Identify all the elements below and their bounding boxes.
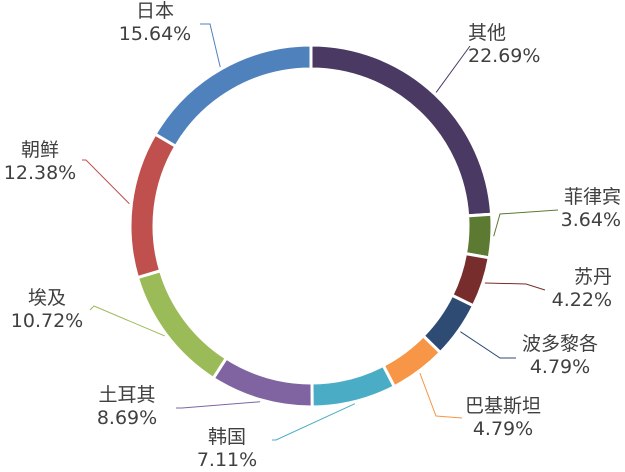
slice-percent: 7.11% bbox=[196, 449, 258, 471]
slice-name: 日本 bbox=[135, 0, 174, 22]
leader-lines bbox=[82, 23, 559, 441]
leader-line-韩国 bbox=[272, 403, 356, 441]
slice-name: 巴基斯坦 bbox=[464, 395, 541, 417]
slice-name: 苏丹 bbox=[573, 266, 612, 288]
leader-line-巴基斯坦 bbox=[419, 372, 463, 419]
slice-name: 埃及 bbox=[27, 287, 66, 309]
slice-其他 bbox=[309, 43, 494, 218]
slice-percent: 8.69% bbox=[96, 407, 158, 429]
slice-percent: 4.22% bbox=[551, 289, 612, 311]
slice-label-其他: 其他 22.69% bbox=[468, 22, 540, 68]
doughnut-slices bbox=[128, 43, 494, 409]
leader-line-苏丹 bbox=[484, 282, 546, 291]
slice-name: 韩国 bbox=[207, 426, 246, 448]
slice-name: 朝鲜 bbox=[20, 139, 59, 161]
slice-percent: 15.64% bbox=[118, 23, 192, 45]
slice-label-埃及: 埃及 10.72% bbox=[4, 287, 90, 333]
slice-日本 bbox=[153, 43, 313, 149]
slice-name: 其他 bbox=[468, 22, 507, 44]
slice-name: 土耳其 bbox=[98, 384, 156, 406]
slice-label-巴基斯坦: 巴基斯坦 4.79% bbox=[455, 395, 551, 441]
slice-name: 菲律宾 bbox=[563, 186, 621, 208]
slice-percent: 4.79% bbox=[529, 356, 591, 378]
slice-韩国 bbox=[310, 363, 397, 409]
slice-name: 波多黎各 bbox=[521, 333, 598, 355]
slice-label-土耳其: 土耳其 8.69% bbox=[84, 384, 170, 430]
slice-percent: 22.69% bbox=[468, 45, 541, 67]
slice-菲律宾 bbox=[463, 212, 494, 260]
leader-line-埃及 bbox=[89, 305, 165, 337]
leader-line-日本 bbox=[200, 23, 221, 68]
slice-朝鲜 bbox=[128, 132, 178, 280]
slice-percent: 3.64% bbox=[560, 209, 621, 231]
leader-line-波多黎各 bbox=[460, 331, 516, 359]
slice-label-波多黎各: 波多黎各 4.79% bbox=[512, 333, 608, 379]
slice-label-日本: 日本 15.64% bbox=[112, 0, 198, 46]
slice-percent: 4.79% bbox=[472, 418, 534, 440]
leader-line-其他 bbox=[435, 45, 471, 93]
leader-line-土耳其 bbox=[176, 401, 261, 409]
slice-label-菲律宾: 菲律宾 3.64% bbox=[555, 186, 621, 232]
leader-line-朝鲜 bbox=[82, 159, 130, 205]
slice-label-朝鲜: 朝鲜 12.38% bbox=[0, 139, 80, 185]
slice-percent: 10.72% bbox=[10, 310, 84, 332]
slice-percent: 12.38% bbox=[3, 162, 77, 184]
slice-土耳其 bbox=[211, 356, 314, 409]
slice-label-韩国: 韩国 7.11% bbox=[189, 426, 265, 472]
slice-label-苏丹: 苏丹 4.22% bbox=[540, 266, 612, 312]
slice-埃及 bbox=[135, 268, 229, 381]
leader-line-菲律宾 bbox=[493, 209, 559, 237]
